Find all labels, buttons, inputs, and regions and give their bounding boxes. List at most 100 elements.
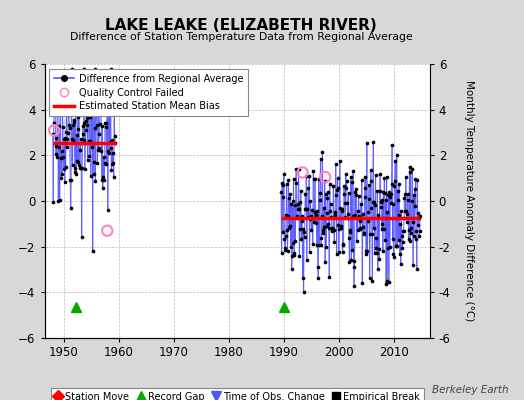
- Point: [413, 177, 421, 183]
- Point: [362, 251, 370, 257]
- Point: [320, 204, 328, 211]
- Point: [78, 234, 86, 241]
- Point: [320, 224, 329, 230]
- Point: [300, 228, 308, 235]
- Point: [290, 252, 298, 258]
- Point: [86, 114, 94, 120]
- Point: [393, 243, 401, 250]
- Point: [100, 177, 108, 183]
- Point: [395, 211, 403, 218]
- Point: [103, 111, 112, 117]
- Point: [337, 208, 346, 214]
- Point: [70, 119, 78, 126]
- Point: [316, 190, 324, 196]
- Point: [96, 86, 105, 93]
- Point: [317, 242, 325, 248]
- Point: [385, 188, 394, 195]
- Point: [303, 206, 311, 212]
- Point: [366, 231, 374, 237]
- Point: [405, 236, 413, 242]
- Point: [345, 235, 353, 242]
- Point: [81, 140, 90, 146]
- Point: [416, 213, 424, 220]
- Point: [337, 224, 345, 231]
- Point: [299, 226, 307, 232]
- Point: [97, 177, 106, 183]
- Point: [374, 211, 383, 218]
- Point: [312, 220, 320, 226]
- Point: [370, 249, 379, 256]
- Point: [311, 212, 320, 218]
- Point: [102, 124, 110, 130]
- Point: [362, 248, 370, 254]
- Point: [75, 162, 83, 169]
- Point: [64, 109, 72, 115]
- Point: [68, 65, 76, 72]
- Point: [390, 178, 399, 184]
- Point: [309, 241, 317, 248]
- Point: [412, 236, 421, 242]
- Point: [288, 253, 296, 260]
- Point: [317, 235, 325, 242]
- Point: [87, 110, 95, 116]
- Point: [344, 215, 352, 221]
- Point: [277, 189, 286, 195]
- Point: [388, 236, 397, 242]
- Point: [90, 125, 99, 131]
- Point: [83, 157, 92, 163]
- Point: [71, 104, 80, 110]
- Point: [73, 158, 81, 164]
- Point: [335, 248, 343, 255]
- Point: [397, 261, 405, 267]
- Point: [384, 245, 392, 252]
- Point: [64, 112, 73, 118]
- Point: [321, 190, 330, 197]
- Point: [52, 151, 60, 158]
- Point: [104, 107, 113, 113]
- Point: [387, 191, 395, 197]
- Point: [282, 180, 291, 187]
- Point: [373, 188, 381, 194]
- Point: [75, 164, 84, 171]
- Point: [392, 151, 401, 158]
- Point: [109, 160, 117, 166]
- Point: [307, 226, 315, 233]
- Point: [374, 266, 382, 272]
- Point: [383, 208, 391, 215]
- Point: [410, 186, 419, 192]
- Point: [98, 122, 106, 129]
- Point: [341, 200, 349, 206]
- Point: [85, 138, 93, 144]
- Point: [80, 65, 88, 72]
- Point: [358, 279, 366, 286]
- Point: [110, 106, 118, 112]
- Point: [69, 136, 78, 143]
- Point: [383, 174, 391, 180]
- Point: [291, 238, 300, 244]
- Point: [101, 120, 110, 126]
- Point: [297, 236, 305, 242]
- Point: [65, 122, 73, 128]
- Point: [402, 219, 411, 225]
- Point: [352, 185, 360, 192]
- Point: [318, 213, 326, 220]
- Point: [62, 108, 71, 115]
- Point: [66, 125, 74, 131]
- Point: [392, 242, 400, 249]
- Point: [297, 188, 305, 194]
- Point: [301, 191, 310, 198]
- Point: [81, 166, 89, 173]
- Point: [77, 165, 85, 171]
- Point: [363, 248, 372, 254]
- Point: [354, 193, 363, 199]
- Point: [348, 213, 357, 220]
- Point: [277, 250, 286, 256]
- Point: [292, 166, 300, 172]
- Text: Berkeley Earth: Berkeley Earth: [432, 385, 508, 395]
- Point: [332, 251, 341, 258]
- Point: [308, 215, 316, 221]
- Point: [310, 176, 318, 182]
- Point: [295, 253, 303, 260]
- Point: [310, 209, 319, 215]
- Point: [74, 114, 82, 120]
